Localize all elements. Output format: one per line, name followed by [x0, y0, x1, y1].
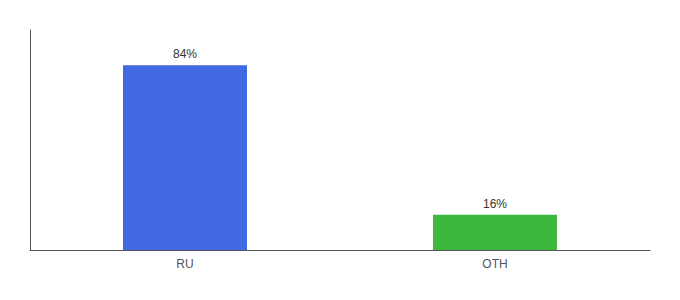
svg-text:RU: RU: [176, 257, 193, 271]
svg-text:OTH: OTH: [482, 257, 507, 271]
svg-text:84%: 84%: [173, 47, 197, 61]
svg-text:16%: 16%: [483, 197, 507, 211]
